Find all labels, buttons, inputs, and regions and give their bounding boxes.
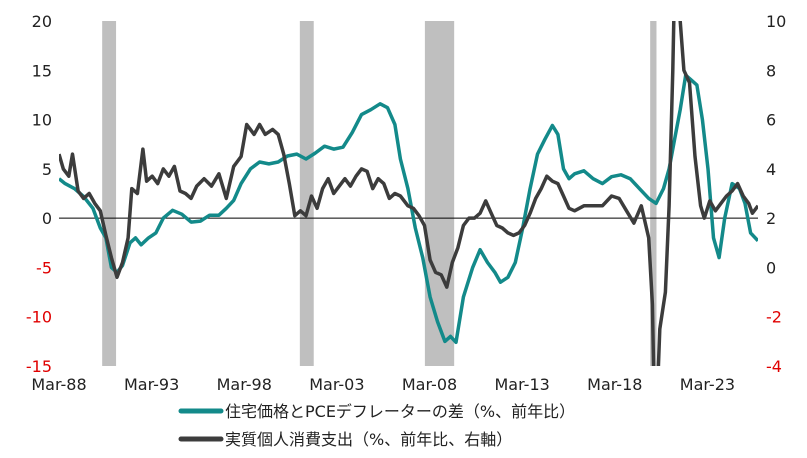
x-tick-label: Mar-08 <box>402 375 457 394</box>
x-tick-label: Mar-23 <box>680 375 735 394</box>
recession-band <box>650 21 657 366</box>
right-y-tick-label: 4 <box>766 160 776 179</box>
left-y-tick-label: -5 <box>36 258 52 277</box>
right-y-tick-label: 6 <box>766 111 776 130</box>
right-y-tick-label: 10 <box>766 12 786 31</box>
series-line-1 <box>59 21 758 366</box>
x-tick-label: Mar-88 <box>31 375 86 394</box>
x-tick-label: Mar-93 <box>124 375 179 394</box>
right-y-tick-label: 2 <box>766 209 776 228</box>
left-y-tick-label: 20 <box>32 12 52 31</box>
x-tick-label: Mar-98 <box>217 375 272 394</box>
right-y-tick-label: -4 <box>766 357 782 376</box>
right-y-tick-label: 0 <box>766 258 776 277</box>
legend-label-1: 実質個人消費支出（%、前年比、右軸） <box>225 430 512 449</box>
right-y-tick-label: -2 <box>766 308 782 327</box>
left-y-tick-label: -10 <box>26 308 52 327</box>
left-y-tick-label: 15 <box>32 61 52 80</box>
recession-band <box>299 21 314 366</box>
left-y-tick-label: 10 <box>32 111 52 130</box>
legend-label-0: 住宅価格とPCEデフレーターの差（%、前年比） <box>225 402 575 421</box>
x-tick-label: Mar-13 <box>495 375 550 394</box>
left-y-tick-label: -15 <box>26 357 52 376</box>
left-y-tick-label: 0 <box>42 209 52 228</box>
right-y-tick-label: 8 <box>766 61 776 80</box>
series-line-0 <box>59 73 758 345</box>
recession-band <box>102 21 117 366</box>
x-tick-label: Mar-18 <box>587 375 642 394</box>
left-y-tick-label: 5 <box>42 160 52 179</box>
x-tick-label: Mar-03 <box>309 375 364 394</box>
recession-band <box>424 21 455 366</box>
